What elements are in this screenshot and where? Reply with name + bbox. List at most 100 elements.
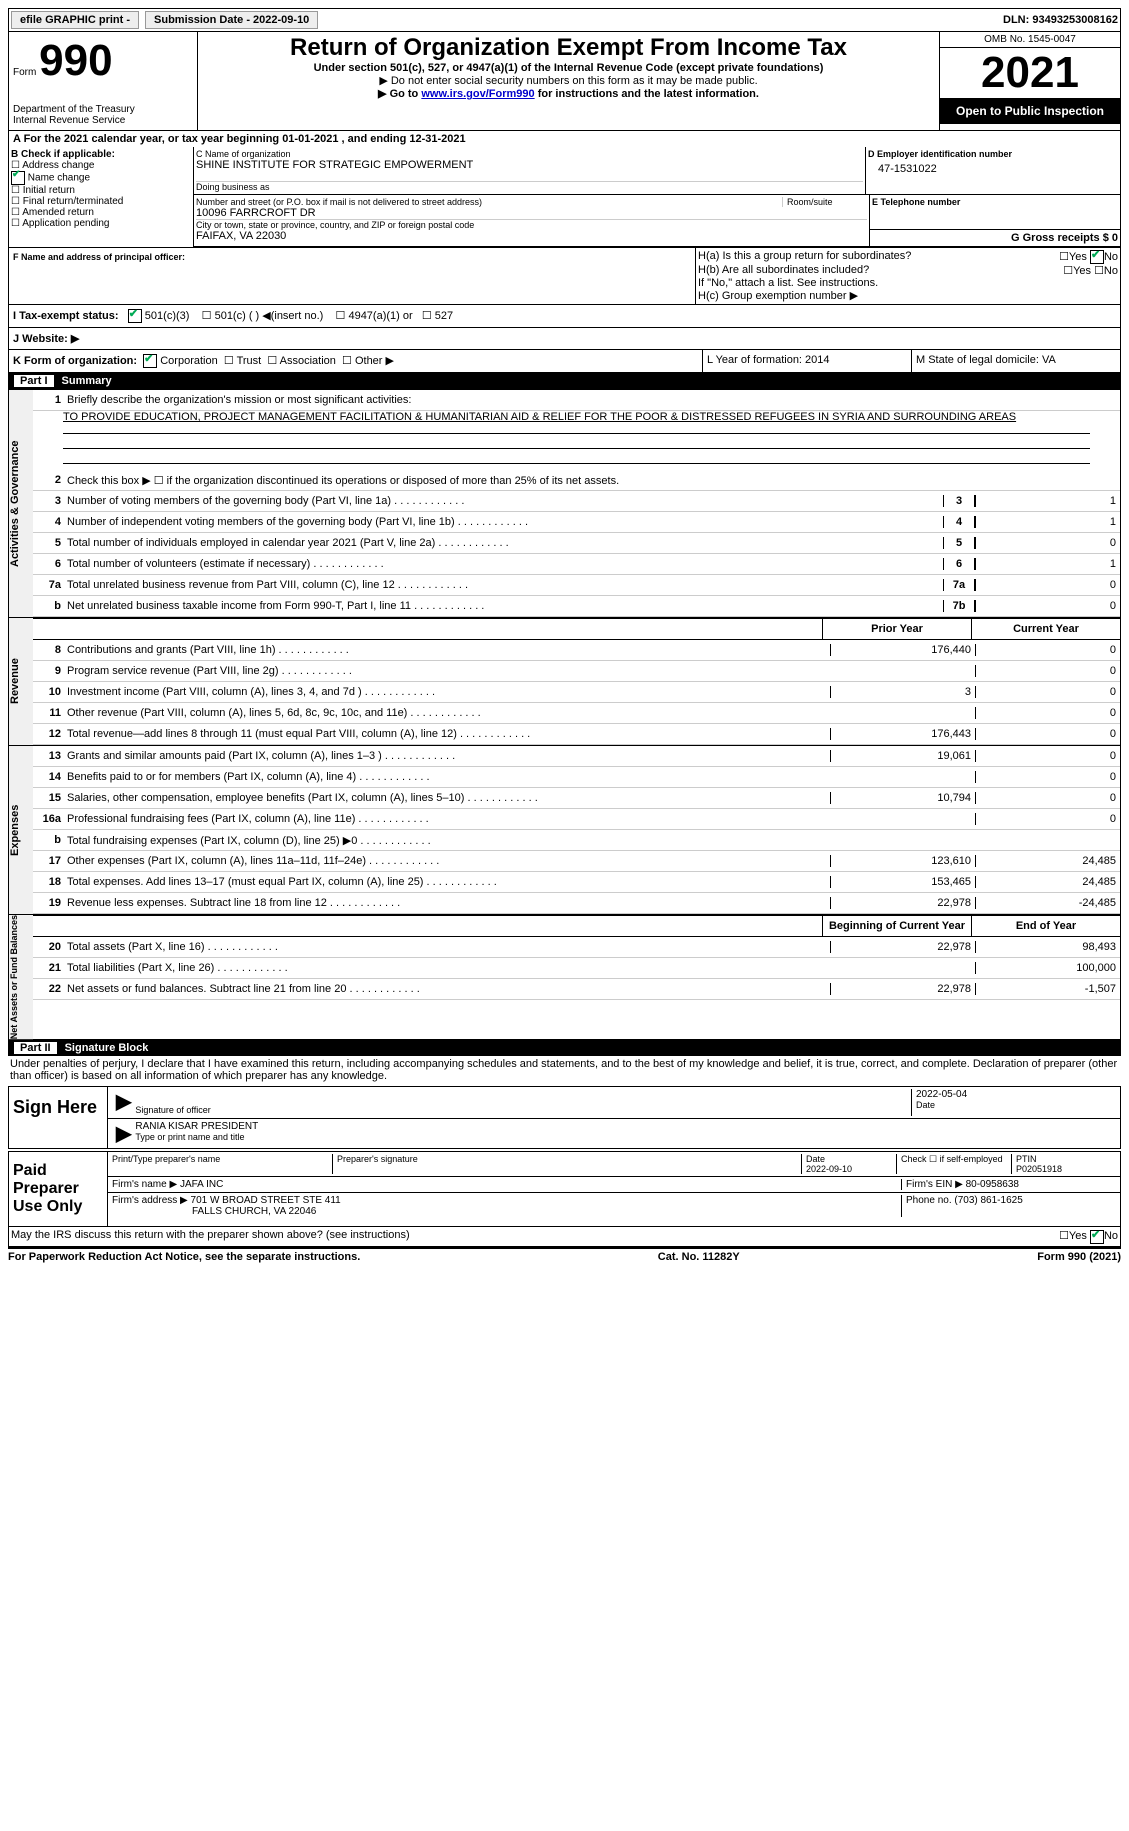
efile-print-button[interactable]: efile GRAPHIC print - [11,11,139,29]
tax-year: 2021 [940,48,1120,98]
sig-date: 2022-05-04 [916,1089,1116,1100]
street-address: 10096 FARRCROFT DR [196,207,867,219]
activities-governance: Activities & Governance 1Briefly describ… [8,389,1121,618]
hdr-end: End of Year [971,916,1120,936]
form-header: Form 990 Department of the Treasury Inte… [8,32,1121,131]
net-assets-section: Net Assets or Fund Balances Beginning of… [8,915,1121,1040]
q2: Check this box ▶ ☐ if the organization d… [67,472,1120,489]
line-21: Total liabilities (Part X, line 26) [67,960,830,976]
q1: Briefly describe the organization's miss… [67,392,1120,408]
f-label: F Name and address of principal officer: [13,252,691,262]
line-15: Salaries, other compensation, employee b… [67,790,830,806]
hb-yesno[interactable]: ☐Yes ☐No [1063,264,1118,277]
m-state: M State of legal domicile: VA [911,350,1120,372]
arrow-icon: ▶ [112,1089,135,1116]
firm-name: Firm's name ▶ JAFA INC [112,1179,901,1190]
paid-preparer-section: Paid Preparer Use Only Print/Type prepar… [8,1151,1121,1227]
city-label: City or town, state or province, country… [196,219,867,230]
paid-preparer: Paid Preparer Use Only [9,1152,108,1226]
line-20: Total assets (Part X, line 16) [67,939,830,955]
line-7a: Total unrelated business revenue from Pa… [67,577,943,593]
hb-label: H(b) Are all subordinates included? [698,264,1063,277]
sign-here: Sign Here [9,1087,108,1148]
line-14: Benefits paid to or for members (Part IX… [67,769,830,785]
room-label: Room/suite [782,197,867,207]
section-a: A For the 2021 calendar year, or tax yea… [8,131,1121,373]
print-name-label: Print/Type preparer's name [112,1154,332,1174]
footer-right: Form 990 (2021) [1037,1251,1121,1263]
opt-initial[interactable]: ☐ Initial return [11,185,191,196]
submission-date-button[interactable]: Submission Date - 2022-09-10 [145,11,318,29]
dln-label: DLN: 93493253008162 [1003,14,1118,26]
line-16a: Professional fundraising fees (Part IX, … [67,811,830,827]
expenses-section: Expenses 13Grants and similar amounts pa… [8,746,1121,915]
hb-note: If "No," attach a list. See instructions… [698,277,1118,289]
chk-501c3[interactable] [128,309,142,323]
line-11: Other revenue (Part VIII, column (A), li… [67,705,830,721]
self-employed[interactable]: Check ☐ if self-employed [896,1154,1011,1174]
line-8: Contributions and grants (Part VIII, lin… [67,642,830,658]
c-label: C Name of organization [196,149,863,159]
line-19: Revenue less expenses. Subtract line 18 … [67,895,830,911]
opt-pending[interactable]: ☐ Application pending [11,218,191,229]
opt-amended[interactable]: ☐ Amended return [11,207,191,218]
l-year: L Year of formation: 2014 [702,350,911,372]
hdr-prior: Prior Year [822,619,971,639]
officer-name: RANIA KISAR PRESIDENT [135,1121,1116,1132]
hdr-current: Current Year [971,619,1120,639]
opt-name[interactable]: Name change [11,171,191,185]
ha-yesno[interactable]: ☐Yes No [1059,250,1118,264]
line-b: Total fundraising expenses (Part IX, col… [67,832,830,849]
ein-value: 47-1531022 [868,159,1118,179]
side-net: Net Assets or Fund Balances [9,915,33,1039]
page-footer: For Paperwork Reduction Act Notice, see … [8,1247,1121,1263]
toolbar: efile GRAPHIC print - Submission Date - … [8,8,1121,32]
form-number: 990 [39,36,112,85]
arrow-icon: ▶ [112,1121,135,1146]
opt-address[interactable]: ☐ Address change [11,160,191,171]
chk-corp[interactable] [143,354,157,368]
dept-treasury: Department of the Treasury [13,104,193,115]
ptin-value: P02051918 [1016,1164,1062,1174]
tax-year-line: A For the 2021 calendar year, or tax yea… [9,131,1120,147]
line-17: Other expenses (Part IX, column (A), lin… [67,853,830,869]
signature-section: Sign Here ▶Signature of officer 2022-05-0… [8,1086,1121,1149]
omb-number: OMB No. 1545-0047 [940,32,1120,48]
dba-label: Doing business as [196,181,863,192]
mission-text: TO PROVIDE EDUCATION, PROJECT MANAGEMENT… [33,411,1120,423]
type-name-label: Type or print name and title [135,1132,244,1142]
line-6: Total number of volunteers (estimate if … [67,556,943,572]
side-revenue: Revenue [9,618,33,745]
may-irs-row: May the IRS discuss this return with the… [8,1227,1121,1246]
e-label: E Telephone number [870,195,1120,230]
j-website: J Website: ▶ [9,327,1120,349]
open-inspection: Open to Public Inspection [940,98,1120,124]
revenue-section: Revenue Prior YearCurrent Year 8Contribu… [8,618,1121,746]
irs-link[interactable]: www.irs.gov/Form990 [421,88,534,100]
side-expenses: Expenses [9,746,33,914]
form-subtitle: Under section 501(c), 527, or 4947(a)(1)… [204,62,933,74]
footer-left: For Paperwork Reduction Act Notice, see … [8,1251,360,1263]
k-row: K Form of organization: Corporation ☐ Tr… [9,350,702,372]
part1-header: Part ISummary [8,373,1121,389]
form-title: Return of Organization Exempt From Incom… [204,34,933,62]
line-9: Program service revenue (Part VIII, line… [67,663,830,679]
line-22: Net assets or fund balances. Subtract li… [67,981,830,997]
line-10: Investment income (Part VIII, column (A)… [67,684,830,700]
line-b: Net unrelated business taxable income fr… [67,598,943,614]
line-5: Total number of individuals employed in … [67,535,943,551]
g-receipts: G Gross receipts $ 0 [870,230,1120,246]
sig-officer-label: Signature of officer [135,1105,210,1115]
note-goto: ▶ Go to www.irs.gov/Form990 for instruct… [204,87,933,100]
opt-final[interactable]: ☐ Final return/terminated [11,196,191,207]
line-4: Number of independent voting members of … [67,514,943,530]
firm-phone: Phone no. (703) 861-1625 [901,1195,1116,1217]
firm-addr: Firm's address ▶ 701 W BROAD STREET STE … [112,1195,901,1206]
addr-label: Number and street (or P.O. box if mail i… [196,197,782,207]
org-name: SHINE INSTITUTE FOR STRATEGIC EMPOWERMEN… [196,159,863,171]
side-activities: Activities & Governance [9,390,33,617]
irs-label: Internal Revenue Service [13,115,193,126]
prep-date: 2022-09-10 [806,1164,852,1174]
firm-ein: Firm's EIN ▶ 80-0958638 [901,1179,1116,1190]
may-irs-yesno[interactable]: ☐Yes No [1059,1229,1118,1243]
